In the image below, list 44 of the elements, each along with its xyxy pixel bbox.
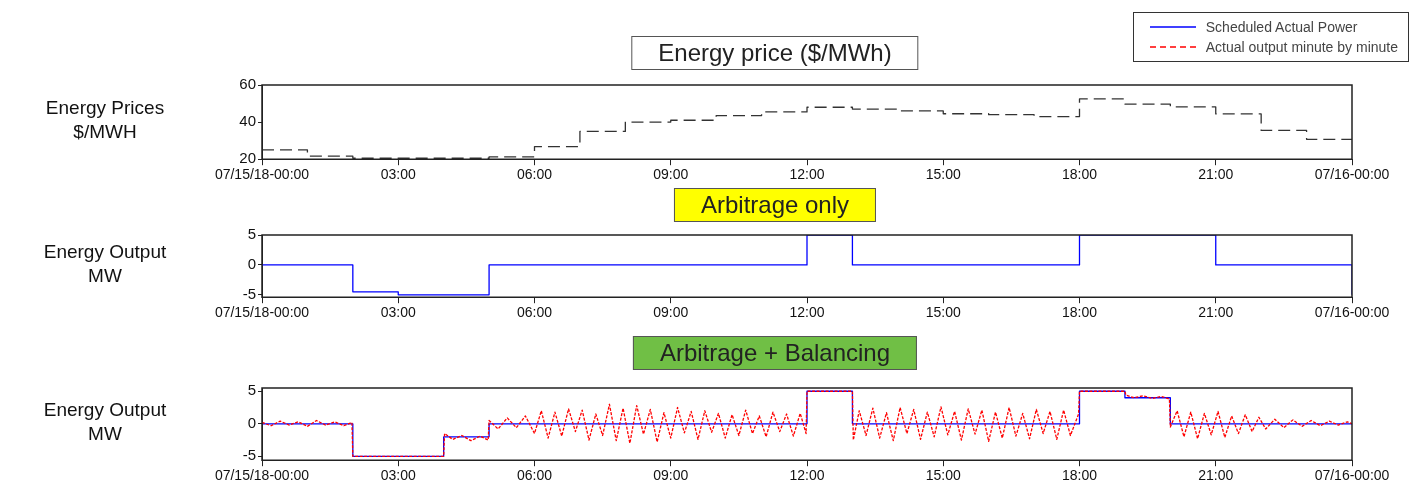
chart-title: Energy price ($/MWh) xyxy=(631,36,919,70)
x-tick-label: 21:00 xyxy=(1198,166,1234,183)
legend-label: Actual output minute by minute xyxy=(1205,39,1398,55)
x-tick-label: 12:00 xyxy=(789,166,825,183)
y-tick-label: -5 xyxy=(242,284,256,302)
x-tick-label: 07/16-00:00 xyxy=(1314,467,1390,484)
x-tick-label: 07/15/18-00:00 xyxy=(214,304,310,321)
y-axis-title: Energy Prices $/MWH xyxy=(44,96,166,144)
y-tick-label: 20 xyxy=(239,149,256,167)
y-axis-title: Energy Output MW xyxy=(42,240,168,288)
x-tick-label: 06:00 xyxy=(516,467,553,484)
x-tick-label: 21:00 xyxy=(1198,304,1234,321)
legend-label: Scheduled Actual Power xyxy=(1205,19,1358,35)
x-tick-label: 09:00 xyxy=(653,166,689,183)
chart-title: Arbitrage + Balancing xyxy=(632,336,918,370)
x-tick-label: 07/15/18-00:00 xyxy=(214,467,310,484)
x-tick-label: 21:00 xyxy=(1198,467,1234,484)
y-tick-label: 0 xyxy=(247,413,256,431)
y-tick-label: 5 xyxy=(247,225,256,243)
y-tick-label: -5 xyxy=(242,446,256,464)
x-tick-label: 15:00 xyxy=(925,467,961,484)
y-axis-title: Energy Output MW xyxy=(42,398,168,446)
y-tick-label: 0 xyxy=(247,255,256,273)
x-tick-label: 15:00 xyxy=(925,166,961,183)
x-tick-label: 03:00 xyxy=(380,166,416,183)
x-tick-label: 12:00 xyxy=(789,304,825,321)
x-tick-label: 03:00 xyxy=(380,467,416,484)
x-tick-label: 18:00 xyxy=(1061,467,1098,484)
x-tick-label: 07/16-00:00 xyxy=(1314,304,1390,321)
x-tick-label: 18:00 xyxy=(1061,304,1098,321)
x-tick-label: 15:00 xyxy=(925,304,961,321)
y-tick-label: 5 xyxy=(247,381,256,399)
x-tick-label: 03:00 xyxy=(380,304,416,321)
x-tick-label: 07/15/18-00:00 xyxy=(214,166,310,183)
x-tick-label: 06:00 xyxy=(516,304,553,321)
y-tick-label: 60 xyxy=(239,75,256,93)
x-tick-label: 09:00 xyxy=(653,304,689,321)
x-tick-label: 18:00 xyxy=(1061,166,1098,183)
x-tick-label: 07/16-00:00 xyxy=(1314,166,1390,183)
y-tick-label: 40 xyxy=(239,112,256,130)
chart-title: Arbitrage only xyxy=(673,188,877,222)
x-tick-label: 12:00 xyxy=(789,467,825,484)
x-tick-label: 09:00 xyxy=(653,467,689,484)
x-tick-label: 06:00 xyxy=(516,166,553,183)
